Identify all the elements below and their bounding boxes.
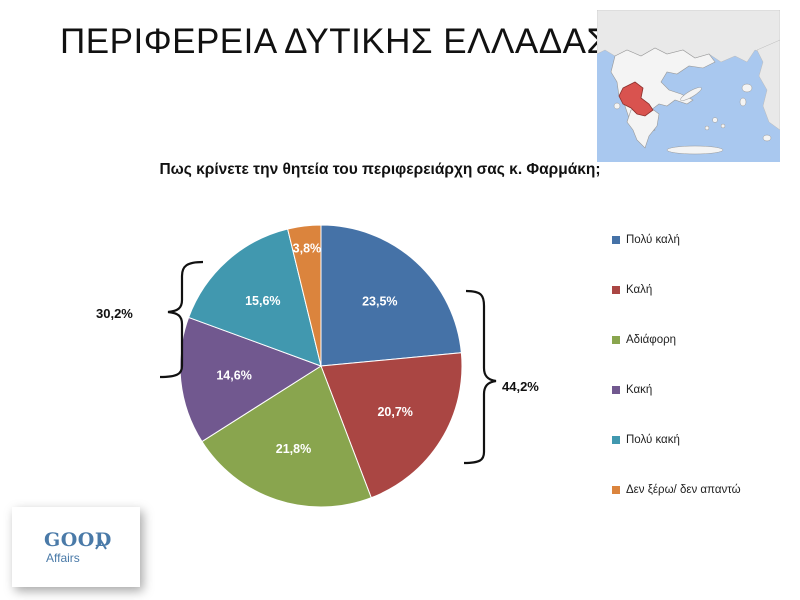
legend-swatch bbox=[612, 236, 620, 244]
pie-slice-label-5: 3,8% bbox=[293, 241, 322, 255]
map-island-cyclades-3 bbox=[704, 125, 710, 131]
pie-slice-label-0: 23,5% bbox=[362, 294, 397, 308]
pie-slice-3 bbox=[179, 316, 323, 443]
pie-slice-label-1: 20,7% bbox=[377, 405, 412, 419]
chart-title: Πως κρίνετε την θητεία του περιφερειάρχη… bbox=[159, 161, 601, 178]
logo-arrow-icon bbox=[95, 539, 107, 550]
pie-slice-1 bbox=[320, 352, 463, 499]
pie-slice-5 bbox=[287, 224, 322, 367]
legend-label: Πολύ καλή bbox=[626, 234, 680, 246]
good-affairs-logo: GOOD Affairs bbox=[12, 507, 140, 587]
map-island-ionian bbox=[613, 102, 621, 110]
pie-slice-label-4: 15,6% bbox=[245, 294, 280, 308]
logo-word-good: GOOD bbox=[44, 529, 112, 551]
legend-label: Καλή bbox=[626, 284, 653, 296]
legend-swatch bbox=[612, 336, 620, 344]
map-island-chios bbox=[739, 97, 747, 107]
legend-swatch bbox=[612, 386, 620, 394]
region-map bbox=[596, 9, 781, 162]
greece-map-image bbox=[596, 9, 781, 155]
map-island-crete bbox=[666, 145, 724, 155]
map-island-cyclades-1 bbox=[712, 117, 718, 123]
legend-item: Καλή bbox=[612, 282, 772, 298]
legend-item: Αδιάφορη bbox=[612, 332, 772, 348]
map-island-cyclades-2 bbox=[720, 123, 726, 129]
pie-slice-label-3: 14,6% bbox=[216, 368, 251, 382]
legend-swatch bbox=[612, 286, 620, 294]
legend-item: Πολύ καλή bbox=[612, 232, 772, 248]
legend-item: Πολύ κακή bbox=[612, 432, 772, 448]
legend-label: Αδιάφορη bbox=[626, 334, 677, 346]
annotation-left-total: 30,2% bbox=[96, 306, 133, 321]
bracket-right bbox=[463, 289, 497, 465]
map-island-rhodes bbox=[762, 134, 772, 142]
pie-slice-0 bbox=[320, 224, 462, 367]
pie-slice-label-2: 21,8% bbox=[276, 442, 311, 456]
bracket-left bbox=[159, 260, 204, 379]
logo-word-affairs: Affairs bbox=[46, 551, 80, 565]
legend-swatch bbox=[612, 486, 620, 494]
map-land-peloponnese bbox=[626, 107, 660, 149]
map-highlight-region bbox=[618, 81, 654, 117]
legend-label: Κακή bbox=[626, 384, 653, 396]
page-title: ΠΕΡΙΦΕΡΕΙΑ ΔΥΤΙΚΗΣ ΕΛΛΑΔΑΣ bbox=[60, 22, 609, 61]
pie-slice-2 bbox=[201, 365, 372, 508]
legend-item: Κακή bbox=[612, 382, 772, 398]
legend-swatch bbox=[612, 436, 620, 444]
legend-item: Δεν ξέρω/ δεν απαντώ bbox=[612, 482, 772, 498]
map-island-evia bbox=[680, 87, 702, 101]
legend-label: Δεν ξέρω/ δεν απαντώ bbox=[626, 484, 741, 496]
annotation-right-total: 44,2% bbox=[502, 379, 539, 394]
pie-slice-4 bbox=[187, 228, 322, 367]
legend-label: Πολύ κακή bbox=[626, 434, 680, 446]
map-island-lesvos bbox=[741, 83, 753, 93]
